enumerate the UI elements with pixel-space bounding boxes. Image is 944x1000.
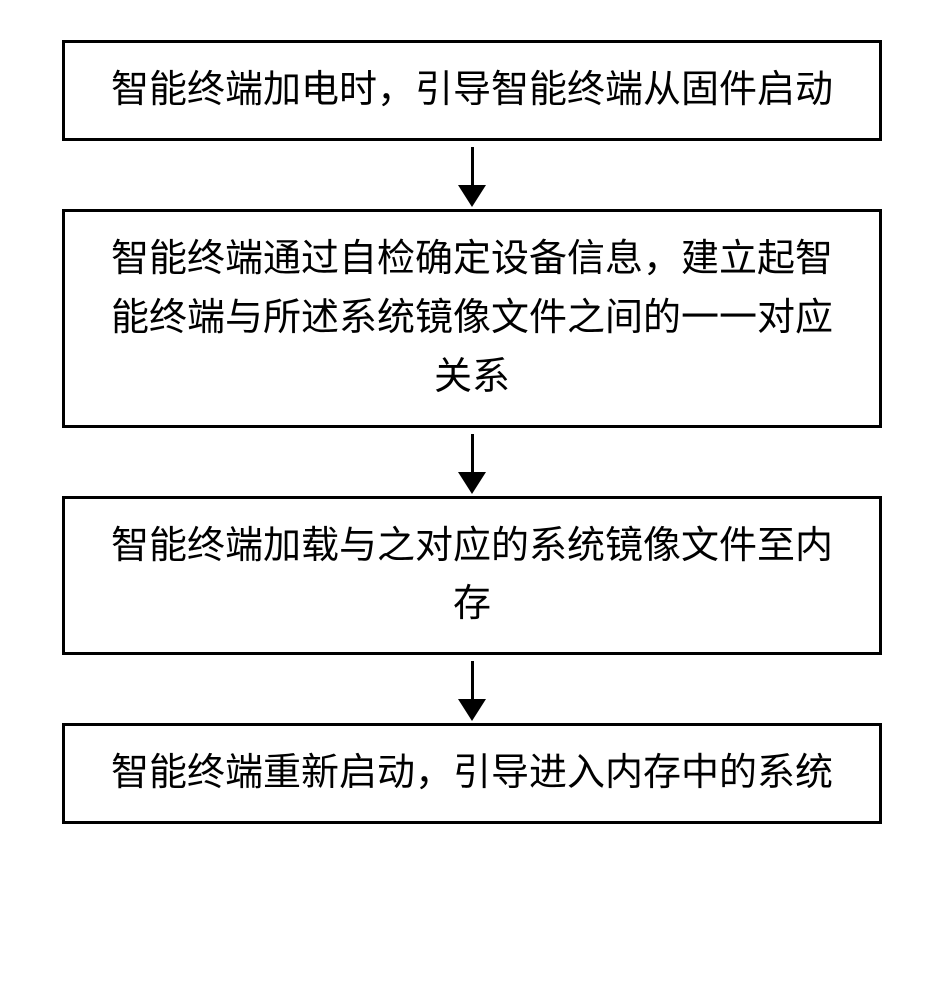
- flow-step-text: 智能终端通过自检确定设备信息，建立起智能终端与所述系统镜像文件之间的一一对应关系: [95, 230, 849, 407]
- flow-step-text: 智能终端加载与之对应的系统镜像文件至内存: [95, 517, 849, 635]
- flow-step: 智能终端重新启动，引导进入内存中的系统: [62, 723, 882, 824]
- flow-step: 智能终端通过自检确定设备信息，建立起智能终端与所述系统镜像文件之间的一一对应关系: [62, 209, 882, 428]
- arrow-icon: [458, 147, 486, 207]
- flow-step-text: 智能终端加电时，引导智能终端从固件启动: [111, 61, 833, 120]
- flow-step: 智能终端加电时，引导智能终端从固件启动: [62, 40, 882, 141]
- arrow-icon: [458, 661, 486, 721]
- flow-step-text: 智能终端重新启动，引导进入内存中的系统: [111, 744, 833, 803]
- flowchart-container: 智能终端加电时，引导智能终端从固件启动 智能终端通过自检确定设备信息，建立起智能…: [62, 40, 882, 824]
- arrow-icon: [458, 434, 486, 494]
- flow-step: 智能终端加载与之对应的系统镜像文件至内存: [62, 496, 882, 656]
